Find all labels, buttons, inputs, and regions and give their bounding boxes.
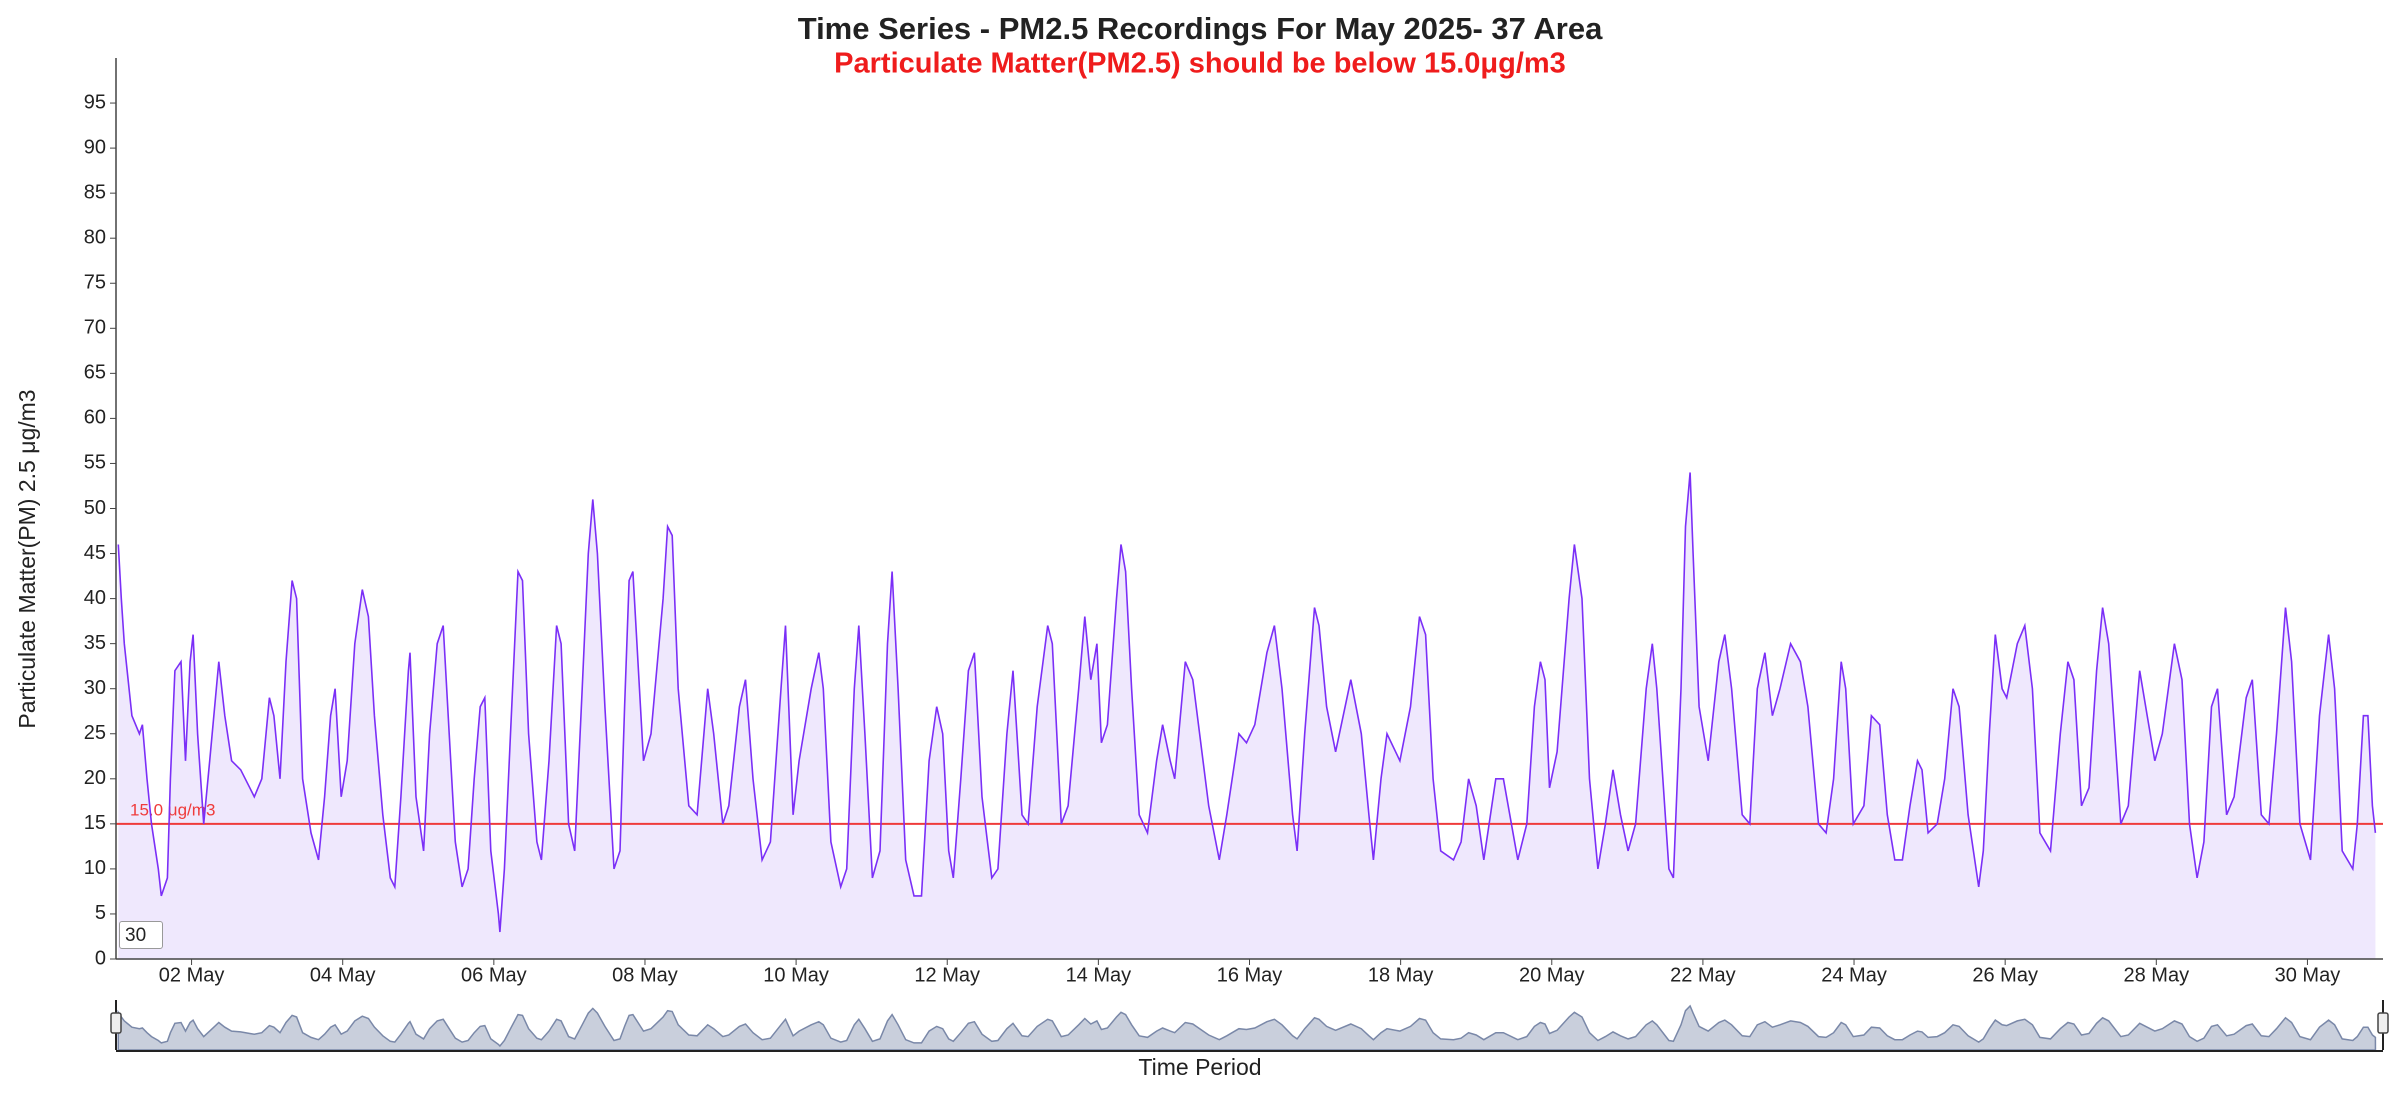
y-tick-label: 60 bbox=[84, 407, 106, 429]
y-tick-label: 95 bbox=[84, 91, 106, 113]
y-tick-label: 65 bbox=[84, 362, 106, 384]
navigator-handle bbox=[2377, 1012, 2389, 1034]
y-tick-label: 10 bbox=[84, 857, 106, 879]
y-tick-label: 85 bbox=[84, 181, 106, 203]
x-tick-label: 28 May bbox=[2124, 964, 2190, 986]
x-tick-label: 14 May bbox=[1066, 964, 1132, 986]
x-tick-label: 16 May bbox=[1217, 964, 1283, 986]
x-tick-label: 24 May bbox=[1821, 964, 1887, 986]
y-tick-label: 45 bbox=[84, 542, 106, 564]
x-tick-label: 30 May bbox=[2275, 964, 2341, 986]
y-tick-label: 5 bbox=[95, 902, 106, 924]
y-tick-label: 20 bbox=[84, 767, 106, 789]
y-tick-label: 50 bbox=[84, 497, 106, 519]
chart-title: Time Series - PM2.5 Recordings For May 2… bbox=[798, 11, 1603, 46]
y-tick-label: 70 bbox=[84, 317, 106, 339]
y-tick-label: 15 bbox=[84, 812, 106, 834]
x-tick-label: 02 May bbox=[159, 964, 225, 986]
x-tick-label: 08 May bbox=[612, 964, 678, 986]
y-axis-label: Particulate Matter(PM) 2.5 μg/m3 bbox=[14, 389, 40, 728]
chart-subtitle: Particulate Matter(PM2.5) should be belo… bbox=[834, 48, 1566, 80]
y-tick-label: 0 bbox=[95, 947, 106, 969]
y-tick-label: 55 bbox=[84, 452, 106, 474]
x-tick-label: 12 May bbox=[914, 964, 980, 986]
y-tick-label: 25 bbox=[84, 722, 106, 744]
x-axis-label: Time Period bbox=[1138, 1054, 1261, 1080]
y-tick-label: 40 bbox=[84, 587, 106, 609]
x-tick-label: 26 May bbox=[1972, 964, 2038, 986]
navigator-area bbox=[117, 1004, 2377, 1051]
line bbox=[117, 472, 2377, 933]
range-input[interactable]: 30 bbox=[119, 921, 163, 949]
area-fill bbox=[118, 472, 2376, 959]
y-tick-label: 80 bbox=[84, 226, 106, 248]
y-tick-label: 75 bbox=[84, 272, 106, 294]
x-tick-label: 20 May bbox=[1519, 964, 1585, 986]
y-tick-label: 30 bbox=[84, 677, 106, 699]
x-tick-label: 06 May bbox=[461, 964, 527, 986]
x-tick-label: 04 May bbox=[310, 964, 376, 986]
y-tick-label: 90 bbox=[84, 136, 106, 158]
x-tick-label: 18 May bbox=[1368, 964, 1434, 986]
navigator-handle bbox=[110, 1012, 122, 1034]
x-tick-label: 10 May bbox=[763, 964, 829, 986]
x-tick-label: 22 May bbox=[1670, 964, 1736, 986]
y-tick-label: 35 bbox=[84, 632, 106, 654]
